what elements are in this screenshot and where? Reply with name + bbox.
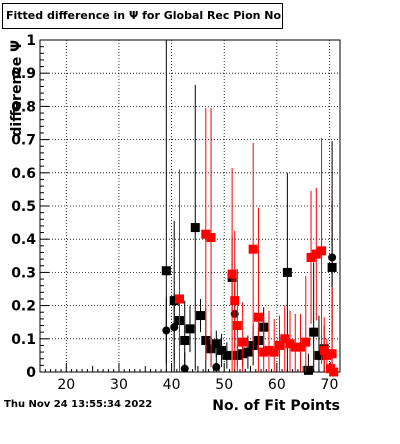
data-point-square [296, 342, 306, 352]
y-tick-label: 0.6 [11, 166, 36, 182]
x-tick-label: 20 [57, 377, 75, 393]
data-point-circle [170, 323, 179, 332]
x-tick-label: 60 [268, 377, 286, 393]
data-point-square [259, 347, 269, 357]
data-point-square [180, 335, 190, 345]
y-tick-label: 0 [26, 365, 36, 381]
data-point-square [274, 340, 284, 350]
data-point-square [248, 244, 258, 254]
data-point-square [161, 266, 171, 276]
x-axis-label: No. of Fit Points [212, 398, 340, 414]
y-tick-label: 0.5 [11, 199, 36, 215]
x-tick-label: 70 [321, 377, 339, 393]
data-point-circle [162, 326, 171, 335]
data-point-square [282, 267, 292, 277]
data-point-square [290, 342, 300, 352]
data-point-square [301, 337, 311, 347]
data-point-square [253, 312, 263, 322]
data-point-square [317, 246, 327, 256]
y-tick-label: 0.4 [11, 232, 36, 248]
data-point-square [206, 233, 216, 243]
data-point-square [243, 347, 253, 357]
data-point-square [327, 349, 337, 359]
data-point-square [196, 311, 206, 321]
chart-canvas: Fitted difference in Ψ for Global Rec Pi… [2, 3, 341, 414]
data-point-square [311, 249, 321, 259]
chart-title: Fitted difference in Ψ for Global Rec Pi… [2, 3, 283, 29]
data-point-square [285, 339, 295, 349]
data-point-square [264, 345, 274, 355]
data-point-square [222, 350, 232, 360]
y-tick-label: 0.2 [11, 299, 36, 315]
data-point-square [309, 327, 319, 337]
y-tick-label: 0.9 [11, 66, 36, 82]
y-tick-label: 0.7 [11, 133, 36, 149]
data-point-square [238, 337, 248, 347]
data-point-square [217, 345, 227, 355]
data-point-square [201, 229, 211, 239]
y-tick-label: 0.1 [11, 332, 36, 348]
data-point-square [232, 321, 242, 331]
data-point-square [306, 252, 316, 262]
data-point-square [211, 339, 221, 349]
x-tick-label: 40 [163, 377, 181, 393]
data-point-square [314, 350, 324, 360]
timestamp: Thu Nov 24 13:55:34 2022 [4, 399, 153, 410]
x-tick-label: 50 [215, 377, 233, 393]
data-point-square [185, 324, 195, 334]
data-point-circle [212, 363, 221, 372]
data-point-square [230, 296, 240, 306]
x-tick-label: 30 [110, 377, 128, 393]
y-axis-label: difference Ψ [9, 40, 25, 137]
y-tick-label: 0.3 [11, 265, 36, 281]
data-point-square [280, 334, 290, 344]
data-point-circle [328, 253, 337, 262]
data-point-circle [180, 364, 189, 373]
data-point-square [303, 365, 313, 375]
y-tick-label: 0.8 [11, 99, 36, 115]
data-point-square [227, 269, 237, 279]
chart-plot: 20 30 40 50 60 70 0 0.1 0.2 0.3 0.4 0.5 0.6 0.7 0.8 0.9… [9, 33, 341, 414]
data-point-square [269, 347, 279, 357]
data-point-square [190, 223, 200, 233]
data-point-square [174, 294, 184, 304]
data-point-square [319, 345, 329, 355]
data-point-square [322, 350, 332, 360]
data-point-square [329, 367, 339, 377]
y-tick-label: 1 [26, 33, 36, 49]
